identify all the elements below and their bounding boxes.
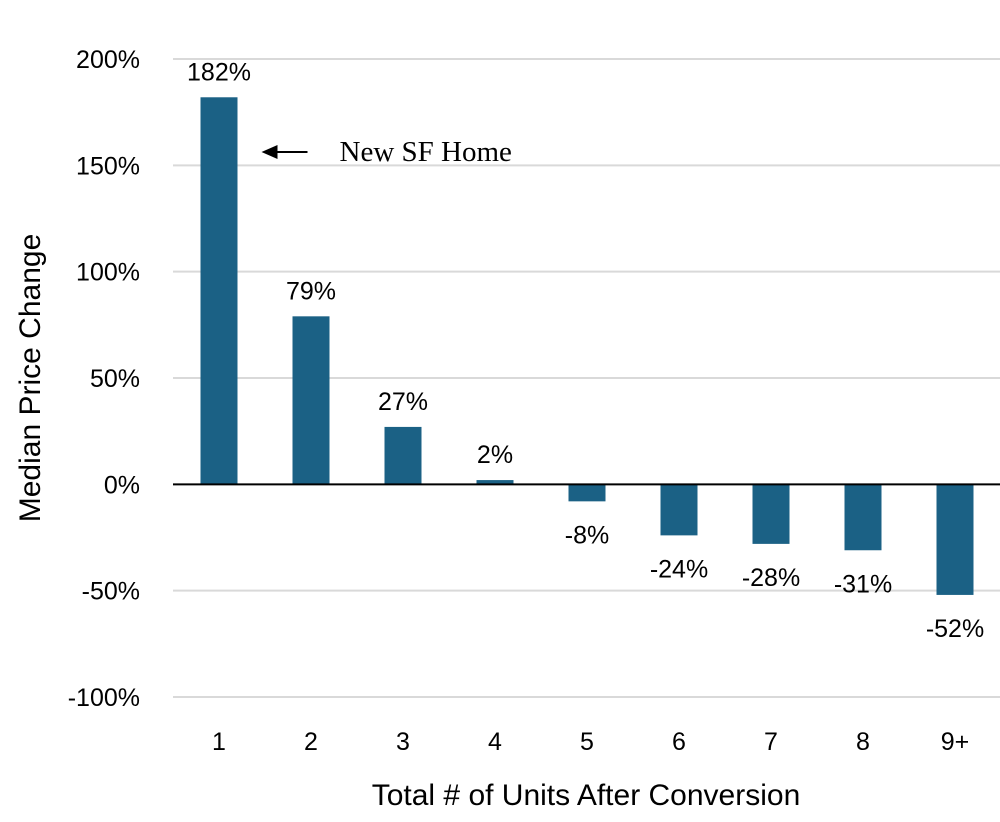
x-tick-label: 2 [304,728,318,756]
bar [292,316,330,485]
y-tick-label: 150% [76,152,140,180]
data-label: -31% [834,570,892,598]
data-label: -52% [926,615,984,643]
bar [384,426,422,485]
x-tick-label: 4 [488,728,502,756]
data-label: 182% [187,58,251,86]
bar [752,484,790,544]
bar [844,484,882,551]
annotation-text: New SF Home [340,136,512,168]
data-labels: 182% 79% 27% 2% -8% -24% -28% -31% -52% [187,58,984,643]
bars [200,97,974,595]
x-tick-label: 9+ [941,728,970,756]
data-label: -28% [742,564,800,592]
y-tick-label: 100% [76,259,140,287]
y-tick-label: -50% [82,578,140,606]
y-tick-label: 200% [76,46,140,74]
data-label: 2% [477,441,513,469]
bar [568,484,606,502]
data-label: -8% [565,521,609,549]
y-tick-label: 0% [104,471,140,499]
bar [660,484,698,536]
bar [200,97,238,485]
y-axis-title: Median Price Change [14,234,47,523]
y-axis-ticks: 200% 150% 100% 50% 0% -50% -100% [68,46,140,712]
x-tick-label: 3 [396,728,410,756]
annotation-arrowhead-icon [261,145,278,159]
annotation: New SF Home [261,136,512,168]
x-tick-label: 1 [212,728,226,756]
x-axis-title: Total # of Units After Conversion [372,779,801,812]
x-tick-label: 8 [856,728,870,756]
x-tick-label: 6 [672,728,686,756]
bar [476,480,514,485]
x-axis-ticks: 1 2 3 4 5 6 7 8 9+ [212,728,969,756]
data-label: 79% [286,277,336,305]
y-tick-label: -100% [68,684,140,712]
x-tick-label: 5 [580,728,594,756]
data-label: -24% [650,555,708,583]
data-label: 27% [378,388,428,416]
bar [936,484,974,595]
x-tick-label: 7 [764,728,778,756]
y-tick-label: 50% [90,365,140,393]
